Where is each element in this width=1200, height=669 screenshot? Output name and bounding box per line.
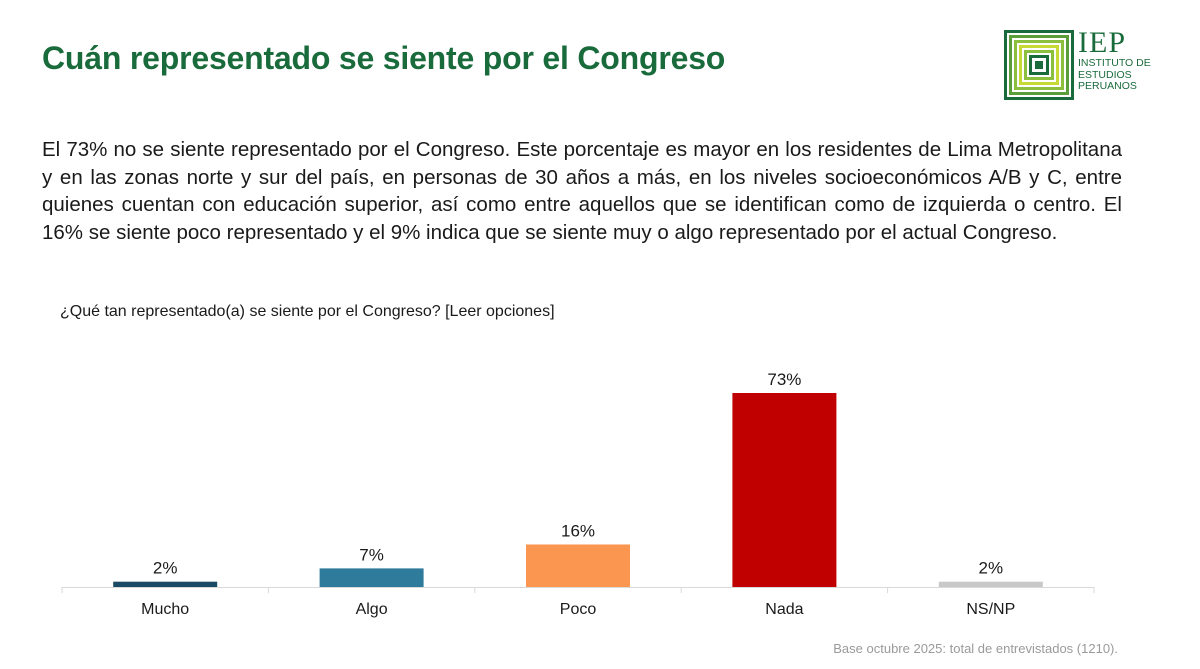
bar-ns-np: [938, 581, 1043, 587]
bar-algo: [319, 568, 424, 587]
bar-value-label: 2%: [153, 559, 178, 578]
logo-line-2: ESTUDIOS: [1078, 68, 1132, 81]
footnote: Base octubre 2025: total de entrevistado…: [833, 641, 1118, 656]
chart-question: ¿Qué tan representado(a) se siente por e…: [60, 303, 555, 320]
category-label: Algo: [356, 601, 388, 618]
iep-wordmark: IEP INSTITUTO DE ESTUDIOS PERUANOS: [1078, 28, 1151, 93]
bar-chart: 2% Mucho 7% Algo 16% Poco 73% Nada 2% NS/NP: [61, 370, 1095, 618]
summary-paragraph: El 73% no se siente representado por el …: [42, 138, 1122, 244]
bar-mucho: [113, 581, 218, 587]
logo-line-3: PERUANOS: [1078, 80, 1137, 92]
bar-value-label: 16%: [561, 521, 595, 540]
category-label: Poco: [560, 601, 597, 618]
iep-emblem-icon: [1004, 30, 1074, 100]
category-label: Mucho: [141, 601, 189, 618]
bar-poco: [526, 544, 630, 587]
logo-line-1: INSTITUTO DE: [1078, 57, 1151, 69]
bar-value-label: 73%: [767, 370, 801, 389]
iep-logo: IEP INSTITUTO DE ESTUDIOS PERUANOS: [1004, 28, 1164, 100]
category-label: Nada: [765, 601, 803, 618]
category-label: NS/NP: [966, 601, 1015, 618]
logo-acronym: IEP: [1078, 26, 1126, 59]
bar-value-label: 2%: [979, 559, 1004, 578]
bar-value-label: 7%: [359, 545, 384, 564]
page-title: Cuán representado se siente por el Congr…: [42, 40, 726, 76]
bar-nada: [732, 393, 837, 587]
